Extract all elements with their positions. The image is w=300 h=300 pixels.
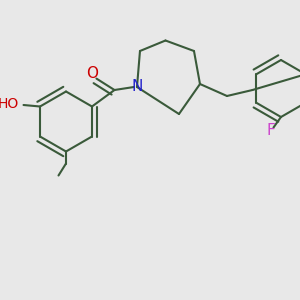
Text: F: F: [266, 123, 275, 138]
Text: N: N: [131, 80, 143, 94]
Text: HO: HO: [0, 97, 19, 110]
Text: O: O: [86, 66, 98, 81]
